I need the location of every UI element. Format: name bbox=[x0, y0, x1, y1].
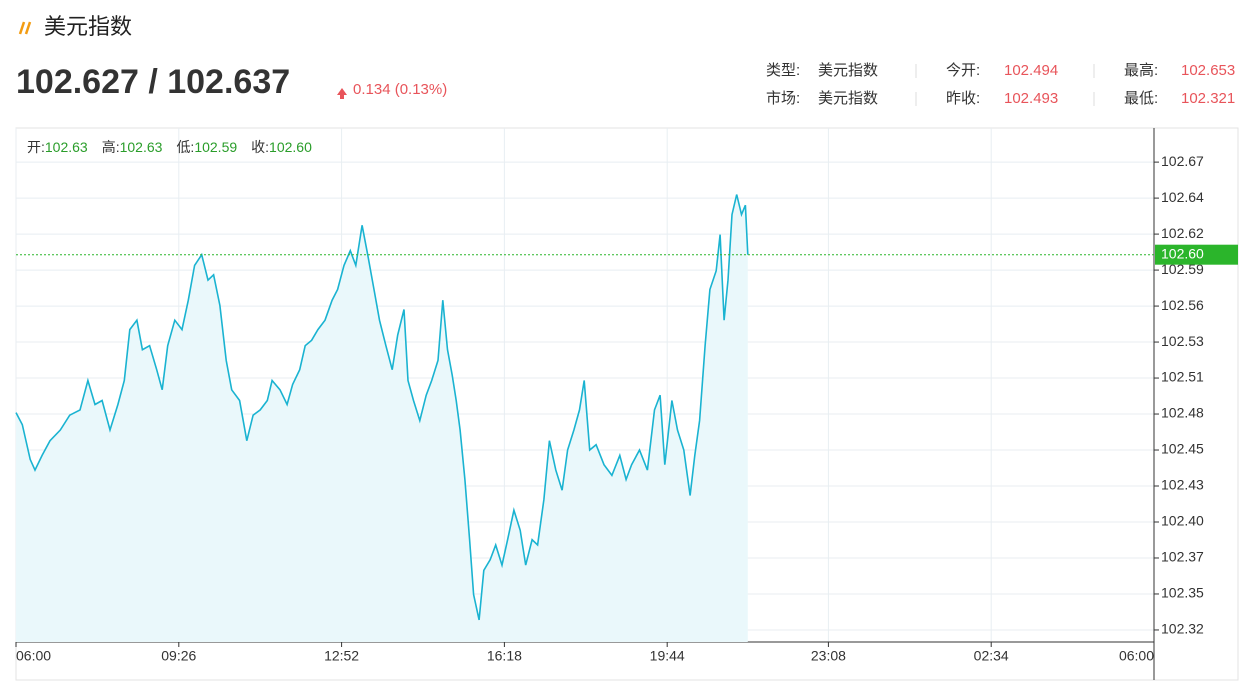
info-label: 最低: bbox=[1124, 90, 1158, 107]
y-tick-label: 102.45 bbox=[1161, 441, 1204, 457]
x-tick-label: 23:08 bbox=[811, 648, 846, 664]
change: 0.134 (0.13%) bbox=[353, 81, 447, 98]
logo-stroke bbox=[18, 21, 26, 35]
legend-label: 低: bbox=[176, 139, 194, 155]
y-tick-label: 102.53 bbox=[1161, 333, 1204, 349]
x-tick-label: 06:00 bbox=[1119, 648, 1154, 664]
legend-label: 开: bbox=[27, 139, 45, 155]
y-tick-label: 102.37 bbox=[1161, 549, 1204, 565]
legend-value: 102.59 bbox=[194, 139, 237, 155]
y-tick-label: 102.56 bbox=[1161, 297, 1204, 313]
info-value: 102.494 bbox=[1004, 62, 1058, 79]
y-tick-label: 102.48 bbox=[1161, 405, 1204, 421]
x-tick-label: 12:52 bbox=[324, 648, 359, 664]
info-label: 最高: bbox=[1124, 62, 1158, 79]
logo-stroke bbox=[24, 21, 32, 35]
legend-value: 102.63 bbox=[120, 139, 163, 155]
x-tick-label: 16:18 bbox=[487, 648, 522, 664]
last-price-box bbox=[1155, 244, 1238, 265]
info-value: 102.653 bbox=[1181, 62, 1235, 79]
info-label: 类型: bbox=[766, 62, 800, 79]
legend-label: 收: bbox=[251, 139, 269, 155]
logo bbox=[18, 21, 32, 35]
info-value: 美元指数 bbox=[818, 62, 878, 79]
x-tick-label: 06:00 bbox=[16, 648, 51, 664]
x-tick-label: 02:34 bbox=[974, 648, 1009, 664]
y-tick-label: 102.59 bbox=[1161, 261, 1204, 277]
chart: 102.32 102.35 102.37 102.40 102.43 102.45 102.… bbox=[15, 128, 1238, 680]
x-tick-label: 09:26 bbox=[161, 648, 196, 664]
up-arrow bbox=[337, 88, 347, 99]
y-tick-label: 102.62 bbox=[1161, 225, 1204, 241]
x-tick-label: 19:44 bbox=[650, 648, 685, 664]
price: 102.627 / 102.637 bbox=[16, 63, 290, 101]
info-label: 昨收: bbox=[946, 90, 980, 107]
info-label: 今开: bbox=[946, 62, 980, 79]
y-tick-label: 102.32 bbox=[1161, 621, 1204, 637]
y-tick-label: 102.64 bbox=[1161, 189, 1204, 205]
y-tick-label: 102.67 bbox=[1161, 153, 1204, 169]
y-tick-label: 102.51 bbox=[1161, 369, 1204, 385]
legend-value: 102.63 bbox=[45, 139, 88, 155]
y-tick-label: 102.43 bbox=[1161, 477, 1204, 493]
info-value: 102.493 bbox=[1004, 90, 1058, 107]
title: 美元指数 bbox=[44, 14, 132, 39]
y-tick-label: 102.40 bbox=[1161, 513, 1204, 529]
price-line bbox=[15, 194, 749, 621]
ohlc-legend: 开:102.63 高:102.63 低:102.59 收:102.60 bbox=[27, 139, 312, 155]
last-price-label: 102.60 bbox=[1161, 245, 1204, 261]
y-tick-label: 102.35 bbox=[1161, 585, 1204, 601]
info-label: 市场: bbox=[766, 90, 800, 107]
legend-label: 高: bbox=[102, 139, 120, 155]
info-value: 美元指数 bbox=[818, 90, 878, 107]
info-value: 102.321 bbox=[1181, 90, 1235, 107]
area-fill bbox=[16, 194, 748, 642]
legend-value: 102.60 bbox=[269, 139, 312, 155]
